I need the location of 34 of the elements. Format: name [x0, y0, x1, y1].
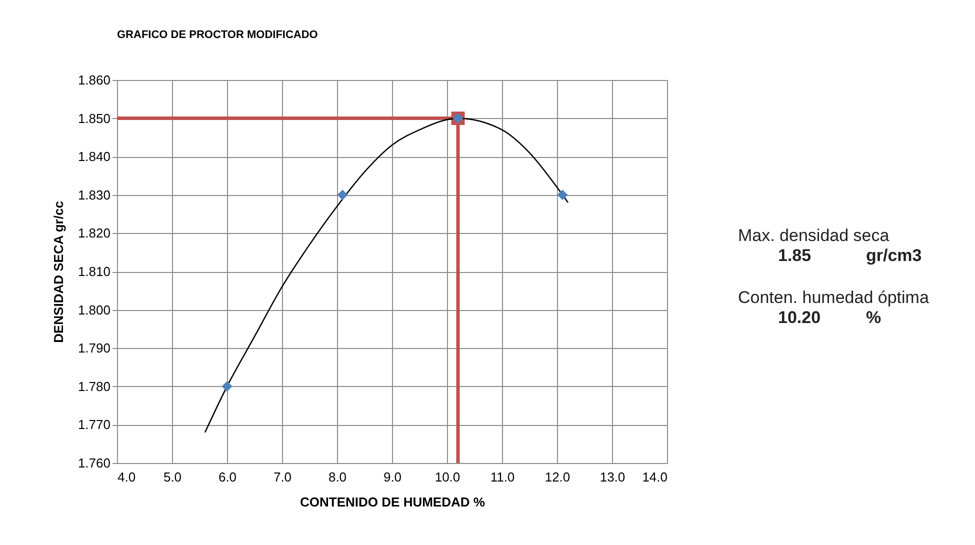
- y-tick-label: 1.840: [78, 149, 110, 164]
- y-tick-label: 1.790: [78, 340, 110, 356]
- text: %: [866, 308, 882, 328]
- x-tick-label: 5.0: [163, 470, 182, 484]
- text: 1.85: [778, 246, 812, 266]
- y-tick-label: 1.830: [78, 187, 110, 202]
- y-axis-title: DENSIDAD SECA gr/cc: [50, 201, 66, 343]
- text: 10.20: [778, 308, 822, 328]
- chart-title: GRAFICO DE PROCTOR MODIFICADO: [117, 29, 318, 41]
- x-tick-label: 7.0: [273, 470, 292, 484]
- x-tick-label: 6.0: [218, 470, 237, 484]
- y-tick-label: 1.820: [78, 226, 110, 241]
- x-tick-label: 12.0: [544, 470, 570, 484]
- point: [337, 190, 348, 200]
- y-tick-label: 1.770: [78, 417, 110, 432]
- x-tick-label: 13.0: [600, 470, 626, 484]
- x-tick-label: 14.0: [642, 470, 668, 484]
- x-tick-label: 10.0: [434, 470, 460, 484]
- x-tick-label: 11.0: [490, 470, 515, 484]
- text: gr/cm3: [866, 246, 922, 266]
- point: [222, 381, 232, 392]
- y-tick-label: 1.860: [78, 72, 110, 88]
- x-tick-label: 9.0: [383, 470, 402, 484]
- x-tick-label: 4.0: [118, 470, 136, 484]
- y-tick-label: 1.850: [78, 110, 110, 126]
- y-tick-label: 1.760: [78, 456, 110, 470]
- point: [557, 190, 568, 200]
- x-axis-title: CONTENIDO DE HUMEDAD %: [300, 494, 486, 510]
- y-tick-label: 1.780: [78, 378, 110, 394]
- x-tick-label: 8.0: [328, 470, 347, 484]
- text: Conten. humedad óptima: [738, 288, 929, 308]
- y-tick-label: 1.800: [78, 302, 110, 318]
- y-tick-label: 1.810: [78, 264, 110, 279]
- text: Max. densidad seca: [738, 226, 890, 246]
